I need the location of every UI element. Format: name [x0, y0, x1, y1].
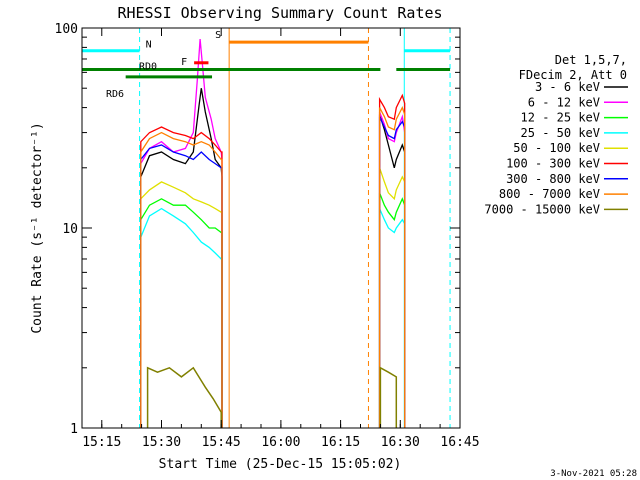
legend-entry-4: 50 - 100 keV: [513, 141, 600, 155]
flag-label-f: F: [181, 57, 187, 68]
series-line-300-800-keV: [140, 116, 406, 428]
legend-entry-5: 100 - 300 keV: [506, 157, 600, 171]
legend-entry-6: 300 - 800 keV: [506, 172, 600, 186]
chart-title: RHESSI Observing Summary Count Rates: [117, 4, 442, 22]
flag-label-rd0: RD0: [139, 62, 157, 73]
x-tick-label-2: 15:45: [202, 435, 241, 450]
x-tick-label-1: 15:30: [142, 435, 181, 450]
x-tick-label-4: 16:15: [321, 435, 360, 450]
y-tick-label-2: 100: [55, 22, 78, 37]
series-line-7000-15000-keV: [146, 366, 398, 428]
series-line-6-12-keV: [140, 39, 406, 428]
flag-label-n: N: [146, 40, 152, 51]
legend-entry-8: 7000 - 15000 keV: [484, 202, 600, 216]
legend-header-0: Det 1,5,7,: [555, 53, 627, 67]
y-axis-label: Count Rate (s⁻¹ detector⁻¹): [30, 122, 45, 333]
axes-layer: 15:15 15:30 15:45 16:00 16:15 16:30 16:45 1 10 10…: [55, 22, 480, 450]
legend-entry-3: 25 - 50 keV: [521, 126, 600, 140]
flag-label-s: S: [215, 30, 221, 41]
x-axis-label: Start Time (25-Dec-15 15:05:02): [159, 457, 402, 472]
series-line-12-25-keV: [140, 192, 406, 428]
legend-entry-7: 800 - 7000 keV: [499, 187, 600, 201]
flag-label-rd6: RD6: [106, 89, 124, 100]
x-tick-label-5: 16:30: [381, 435, 420, 450]
x-tick-label-3: 16:00: [261, 435, 300, 450]
series-layer: [140, 39, 406, 428]
y-tick-label-0: 1: [70, 422, 78, 437]
legend-entry-2: 12 - 25 keV: [521, 111, 600, 125]
x-tick-label-6: 16:45: [440, 435, 479, 450]
legend-entry-0: 3 - 6 keV: [535, 80, 600, 94]
series-line-50-100-keV: [140, 167, 406, 428]
series-line-800-7000-keV: [140, 105, 406, 428]
footer-date: 3-Nov-2021 05:28: [550, 469, 637, 479]
x-tick-label-0: 15:15: [82, 435, 121, 450]
legend-header-1: FDecim 2, Att 0: [519, 68, 627, 82]
series-line-25-50-keV: [140, 207, 406, 428]
flags-layer: N S F RD0 RD6: [82, 30, 451, 100]
legend-entry-1: 6 - 12 keV: [528, 95, 600, 109]
y-tick-label-1: 10: [62, 222, 78, 237]
series-line-100-300-keV: [140, 93, 406, 428]
